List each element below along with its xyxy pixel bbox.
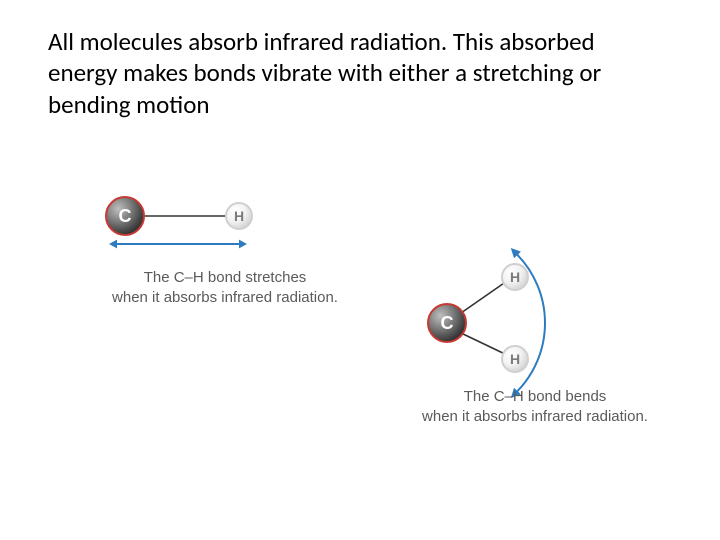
carbon-atom: C xyxy=(427,303,467,343)
hydrogen-atom: H xyxy=(225,202,253,230)
hydrogen-atom: H xyxy=(501,263,529,291)
carbon-atom: C xyxy=(105,196,145,236)
bend-caption: The C–H bond bends when it absorbs infra… xyxy=(395,387,675,428)
slide: All molecules absorb infrared radiation.… xyxy=(0,0,720,540)
slide-title: All molecules absorb infrared radiation.… xyxy=(48,26,668,120)
hydrogen-atom: H xyxy=(501,345,529,373)
bend-diagram: C H H The C–H bond bends when it absorbs… xyxy=(385,255,685,455)
stretch-caption: The C–H bond stretches when it absorbs i… xyxy=(85,268,365,309)
stretch-diagram: C H The C–H bond stretches when it absor… xyxy=(85,190,365,360)
